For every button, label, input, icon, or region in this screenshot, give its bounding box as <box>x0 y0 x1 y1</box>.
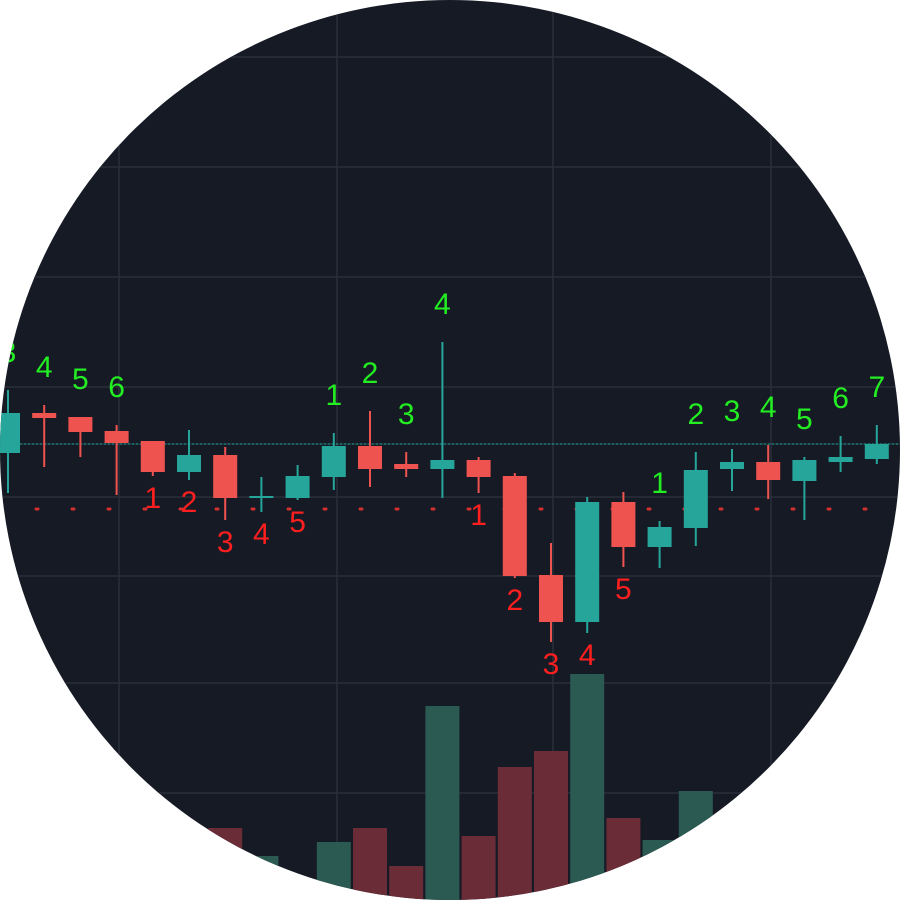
candle-body <box>68 417 93 432</box>
count-label: 3 <box>0 336 16 369</box>
candle-body <box>358 446 382 469</box>
candle-body <box>466 460 491 477</box>
candle-body <box>647 527 672 547</box>
candle-body <box>213 455 238 498</box>
count-label: 7 <box>868 371 885 404</box>
count-label: 1 <box>651 467 668 500</box>
candle-body <box>792 460 817 481</box>
candle-body <box>575 502 600 622</box>
candle-body <box>611 502 636 547</box>
count-label: 6 <box>832 382 849 415</box>
volume-bar <box>606 818 641 900</box>
count-label: 3 <box>724 395 741 428</box>
candle-body <box>321 446 346 477</box>
candle-body <box>828 457 853 462</box>
volume-bar <box>461 836 496 900</box>
volume-bar <box>642 840 677 900</box>
candle-body <box>756 462 781 480</box>
count-label: 5 <box>615 573 632 606</box>
count-label: 6 <box>108 371 125 404</box>
count-label: 5 <box>796 403 813 436</box>
volume-bar <box>208 828 243 900</box>
volume-bar <box>425 706 460 900</box>
count-label: 1 <box>325 379 342 412</box>
candle-body <box>539 575 563 622</box>
count-label: 4 <box>579 639 596 672</box>
count-label: 1 <box>144 482 161 515</box>
candle-body <box>0 413 20 453</box>
candle-body <box>177 455 201 472</box>
candle-body <box>430 460 455 469</box>
candle-body <box>502 476 527 576</box>
volume-bar <box>678 791 713 900</box>
candle-body <box>140 441 165 472</box>
volume-bar <box>389 866 424 900</box>
count-label: 5 <box>289 506 306 539</box>
count-label: 3 <box>543 648 560 681</box>
count-label: 4 <box>36 351 53 384</box>
volume-bar <box>244 856 279 900</box>
count-label: 2 <box>506 584 523 617</box>
volume-bar <box>497 767 532 900</box>
candle-body <box>32 413 57 418</box>
volume-bar <box>316 842 351 900</box>
count-label: 3 <box>398 398 415 431</box>
count-label: 3 <box>217 526 234 559</box>
candle-body <box>864 444 889 459</box>
volume-bar <box>570 674 605 900</box>
candle-body <box>249 496 274 498</box>
count-label: 2 <box>687 398 704 431</box>
candle-body <box>285 476 310 498</box>
candle-body <box>394 464 419 469</box>
volume-bar <box>353 828 387 900</box>
count-label: 5 <box>72 363 89 396</box>
candle-body <box>104 431 129 443</box>
volume-bar <box>534 751 568 900</box>
count-label: 4 <box>760 391 777 424</box>
count-label: 2 <box>181 486 198 519</box>
candle-body <box>720 462 744 469</box>
count-label: 1 <box>470 499 487 532</box>
count-label: 4 <box>434 288 451 321</box>
count-label: 4 <box>253 518 270 551</box>
candle-body <box>683 470 708 528</box>
count-label: 2 <box>362 357 379 390</box>
